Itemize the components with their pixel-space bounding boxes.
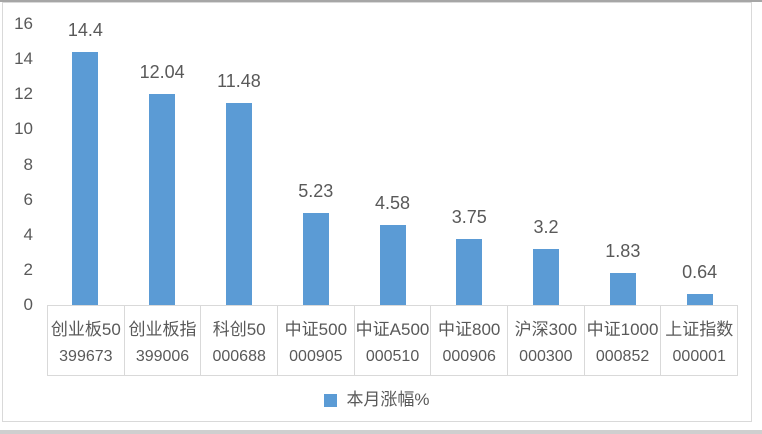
- window-top-edge: [0, 0, 762, 2]
- y-tick-label: 4: [23, 224, 33, 244]
- bar-value-label: 14.4: [67, 20, 103, 40]
- category-cell: 中证1000 000852: [585, 306, 662, 375]
- category-cell: 中证500 000905: [278, 306, 355, 375]
- category-code: 399006: [135, 348, 190, 366]
- category-name: 科创50: [212, 319, 266, 339]
- category-name: 中证A500: [355, 319, 430, 339]
- category-code: 399673: [59, 348, 113, 366]
- bar: [379, 225, 406, 305]
- category-name: 沪深300: [514, 319, 578, 339]
- y-tick-label: 12: [14, 84, 33, 104]
- chart: 0 2 4 6 8 10 12 14 16 14.4 12.04 11.48 5.23 4.58 3.75…: [2, 2, 752, 422]
- bar-value-label: 0.64: [682, 262, 718, 282]
- category-name: 创业板指: [128, 319, 197, 339]
- category-cell: 沪深300 000300: [508, 306, 585, 375]
- bar: [225, 103, 252, 305]
- bar-value-label: 5.23: [298, 181, 334, 201]
- bar: [72, 52, 99, 305]
- bar: [302, 213, 329, 305]
- bar-value-label: 3.75: [451, 207, 487, 227]
- y-axis: 0 2 4 6 8 10 12 14 16: [3, 3, 33, 421]
- category-code: 000852: [595, 348, 650, 366]
- category-cell: 科创50 000688: [201, 306, 279, 375]
- category-cell: 创业板50 399673: [48, 306, 125, 375]
- plot-area: 14.4 12.04 11.48 5.23 4.58 3.75 3.2 1.83 0.64: [3, 3, 751, 305]
- category-name: 中证1000: [586, 319, 659, 339]
- category-code: 000510: [365, 348, 420, 366]
- category-code: 000300: [519, 348, 573, 366]
- bar-value-label: 12.04: [139, 62, 185, 82]
- category-name: 中证500: [284, 319, 348, 339]
- legend: 本月涨幅%: [3, 390, 751, 410]
- bar-value-label: 11.48: [217, 71, 261, 91]
- window-bottom-edge: [0, 430, 762, 434]
- bar-value-label: 3.2: [533, 217, 559, 237]
- y-tick-label: 14: [14, 49, 33, 69]
- category-name: 创业板50: [50, 319, 121, 339]
- bar: [456, 239, 483, 305]
- bar: [149, 94, 176, 305]
- category-name: 上证指数: [665, 319, 734, 339]
- category-code: 000905: [289, 348, 343, 366]
- category-name: 中证800: [438, 319, 501, 339]
- y-tick-label: 6: [23, 189, 33, 209]
- category-axis: 创业板50 399673 创业板指 399006 科创50 000688 中证500 0009…: [47, 305, 738, 376]
- y-tick-label: 10: [14, 119, 33, 139]
- legend-label: 本月涨幅%: [346, 390, 430, 409]
- y-tick-label: 8: [23, 154, 33, 174]
- bar: [533, 249, 560, 305]
- bar: [686, 294, 713, 305]
- bar-value-label: 4.58: [374, 193, 411, 213]
- category-cell: 中证800 000906: [431, 306, 509, 375]
- category-code: 000688: [212, 348, 266, 366]
- y-tick-label: 2: [23, 259, 33, 279]
- y-tick-label: 0: [23, 295, 33, 314]
- category-code: 000906: [442, 348, 496, 366]
- category-cell: 中证A500 000510: [355, 306, 432, 375]
- bar-value-label: 1.83: [605, 241, 641, 261]
- legend-color-swatch-icon: [324, 393, 338, 407]
- y-tick-label: 16: [14, 14, 33, 33]
- bar: [609, 273, 636, 305]
- category-code: 000001: [672, 348, 726, 366]
- category-cell: 上证指数 000001: [661, 306, 737, 375]
- category-cell: 创业板指 399006: [125, 306, 202, 375]
